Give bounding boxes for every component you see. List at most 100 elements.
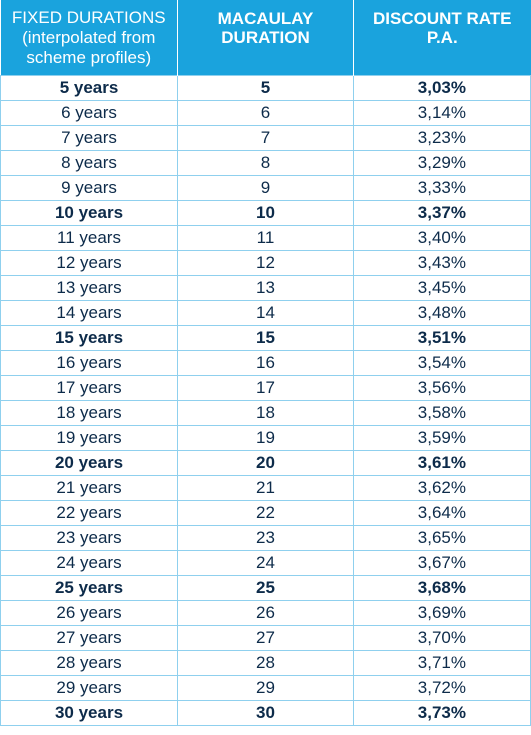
macaulay-duration-cell: 7: [177, 125, 354, 151]
macaulay-duration-cell: 13: [177, 275, 354, 301]
discount-rate-cell: 3,68%: [353, 575, 531, 601]
discount-rate-cell: 3,33%: [353, 175, 531, 201]
macaulay-duration-cell: 15: [177, 325, 354, 351]
fixed-duration-cell: 17 years: [0, 375, 178, 401]
table-row: 14 years 14 3,48%: [0, 300, 531, 326]
table-row: 16 years 16 3,54%: [0, 350, 531, 376]
macaulay-duration-cell: 18: [177, 400, 354, 426]
discount-rate-cell: 3,43%: [353, 250, 531, 276]
table-header: FIXED DURATIONS (interpolated from schem…: [0, 0, 531, 76]
table-row: 17 years 17 3,56%: [0, 375, 531, 401]
macaulay-duration-cell: 12: [177, 250, 354, 276]
discount-rate-cell: 3,29%: [353, 150, 531, 176]
macaulay-duration-cell: 6: [177, 100, 354, 126]
fixed-duration-cell: 21 years: [0, 475, 178, 501]
fixed-duration-cell: 26 years: [0, 600, 178, 626]
table-row: 8 years 8 3,29%: [0, 150, 531, 176]
table-row: 28 years 28 3,71%: [0, 650, 531, 676]
discount-rate-cell: 3,54%: [353, 350, 531, 376]
discount-rate-cell: 3,72%: [353, 675, 531, 701]
macaulay-duration-cell: 10: [177, 200, 354, 226]
macaulay-duration-cell: 19: [177, 425, 354, 451]
table-row: 12 years 12 3,43%: [0, 250, 531, 276]
table-row: 21 years 21 3,62%: [0, 475, 531, 501]
fixed-duration-cell: 25 years: [0, 575, 178, 601]
fixed-duration-cell: 14 years: [0, 300, 178, 326]
fixed-duration-cell: 15 years: [0, 325, 178, 351]
fixed-duration-cell: 27 years: [0, 625, 178, 651]
macaulay-duration-cell: 22: [177, 500, 354, 526]
discount-rate-cell: 3,70%: [353, 625, 531, 651]
header-fixed-durations: FIXED DURATIONS (interpolated from schem…: [0, 0, 178, 76]
discount-rate-cell: 3,59%: [353, 425, 531, 451]
discount-rate-cell: 3,61%: [353, 450, 531, 476]
fixed-duration-cell: 23 years: [0, 525, 178, 551]
table-row: 5 years 5 3,03%: [0, 75, 531, 101]
macaulay-duration-cell: 14: [177, 300, 354, 326]
macaulay-duration-cell: 24: [177, 550, 354, 576]
table-row: 7 years 7 3,23%: [0, 125, 531, 151]
fixed-duration-cell: 13 years: [0, 275, 178, 301]
discount-rate-cell: 3,45%: [353, 275, 531, 301]
macaulay-duration-cell: 29: [177, 675, 354, 701]
fixed-duration-cell: 10 years: [0, 200, 178, 226]
discount-rate-cell: 3,58%: [353, 400, 531, 426]
table-row: 20 years 20 3,61%: [0, 450, 531, 476]
table-row: 10 years 10 3,37%: [0, 200, 531, 226]
discount-rate-cell: 3,67%: [353, 550, 531, 576]
fixed-duration-cell: 30 years: [0, 700, 178, 726]
fixed-duration-cell: 18 years: [0, 400, 178, 426]
header-fixed-durations-line-1: FIXED DURATIONS: [11, 7, 166, 27]
discount-rate-cell: 3,03%: [353, 75, 531, 101]
macaulay-duration-cell: 26: [177, 600, 354, 626]
fixed-duration-cell: 11 years: [0, 225, 178, 251]
macaulay-duration-cell: 11: [177, 225, 354, 251]
fixed-duration-cell: 6 years: [0, 100, 178, 126]
fixed-duration-cell: 24 years: [0, 550, 178, 576]
table-row: 19 years 19 3,59%: [0, 425, 531, 451]
fixed-duration-cell: 5 years: [0, 75, 178, 101]
table-row: 11 years 11 3,40%: [0, 225, 531, 251]
macaulay-duration-cell: 20: [177, 450, 354, 476]
discount-rate-cell: 3,48%: [353, 300, 531, 326]
header-discount-rate-line-2: P.A.: [426, 28, 458, 47]
fixed-duration-cell: 12 years: [0, 250, 178, 276]
fixed-duration-cell: 7 years: [0, 125, 178, 151]
fixed-duration-cell: 8 years: [0, 150, 178, 176]
header-row: FIXED DURATIONS (interpolated from schem…: [0, 0, 531, 76]
fixed-duration-cell: 22 years: [0, 500, 178, 526]
table-row: 6 years 6 3,14%: [0, 100, 531, 126]
table-row: 29 years 29 3,72%: [0, 675, 531, 701]
discount-rate-cell: 3,51%: [353, 325, 531, 351]
header-macaulay-duration-line-2: DURATION: [221, 28, 310, 47]
header-fixed-durations-line-3: scheme profiles): [26, 47, 152, 67]
discount-rate-cell: 3,14%: [353, 100, 531, 126]
table-row: 23 years 23 3,65%: [0, 525, 531, 551]
header-macaulay-duration-line-1: MACAULAY: [217, 9, 314, 28]
fixed-duration-cell: 9 years: [0, 175, 178, 201]
macaulay-duration-cell: 30: [177, 700, 354, 726]
discount-rate-cell: 3,23%: [353, 125, 531, 151]
discount-rate-cell: 3,71%: [353, 650, 531, 676]
table-row: 22 years 22 3,64%: [0, 500, 531, 526]
header-discount-rate: DISCOUNT RATE P.A.: [353, 0, 531, 76]
table-body: 5 years 5 3,03% 6 years 6 3,14% 7 years 7 3,23% 8…: [0, 75, 531, 726]
table-row: 9 years 9 3,33%: [0, 175, 531, 201]
macaulay-duration-cell: 23: [177, 525, 354, 551]
table-row: 26 years 26 3,69%: [0, 600, 531, 626]
table-row: 13 years 13 3,45%: [0, 275, 531, 301]
discount-rate-cell: 3,64%: [353, 500, 531, 526]
table-row: 27 years 27 3,70%: [0, 625, 531, 651]
fixed-duration-cell: 28 years: [0, 650, 178, 676]
macaulay-duration-cell: 17: [177, 375, 354, 401]
discount-rate-cell: 3,73%: [353, 700, 531, 726]
macaulay-duration-cell: 25: [177, 575, 354, 601]
table-row: 18 years 18 3,58%: [0, 400, 531, 426]
table-row: 24 years 24 3,67%: [0, 550, 531, 576]
header-fixed-durations-line-2: (interpolated from: [22, 27, 156, 47]
table-row: 15 years 15 3,51%: [0, 325, 531, 351]
header-discount-rate-line-1: DISCOUNT RATE: [372, 9, 512, 28]
table-row: 30 years 30 3,73%: [0, 700, 531, 726]
fixed-duration-cell: 29 years: [0, 675, 178, 701]
